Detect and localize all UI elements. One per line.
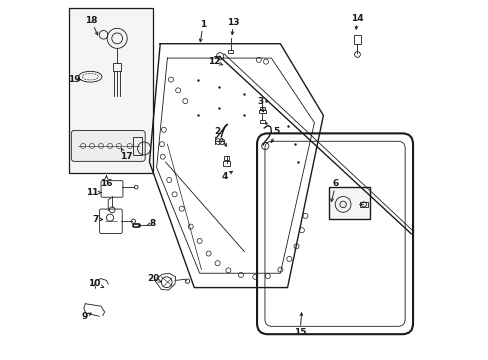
Text: 15: 15 — [293, 313, 305, 337]
Text: 3: 3 — [257, 96, 264, 112]
Text: 12: 12 — [207, 57, 223, 66]
Bar — [133, 137, 142, 155]
Bar — [260, 107, 264, 110]
FancyBboxPatch shape — [71, 131, 145, 161]
Text: 4: 4 — [221, 171, 232, 181]
Text: 17: 17 — [120, 149, 132, 161]
Text: 1: 1 — [199, 19, 206, 42]
Bar — [353, 35, 360, 44]
Text: 2: 2 — [214, 127, 226, 146]
Bar — [260, 120, 264, 123]
Bar — [224, 156, 228, 160]
Text: 8: 8 — [147, 219, 156, 228]
Bar — [359, 202, 367, 207]
Bar — [228, 50, 233, 53]
Text: 6: 6 — [330, 179, 338, 202]
Text: 14: 14 — [350, 14, 363, 29]
Bar — [131, 224, 140, 226]
Bar — [113, 63, 121, 71]
Text: 7: 7 — [92, 215, 102, 224]
Text: 16: 16 — [100, 176, 112, 188]
Text: 13: 13 — [226, 18, 239, 35]
Text: 10: 10 — [87, 279, 103, 288]
Text: 5: 5 — [271, 127, 279, 143]
Bar — [69, 8, 153, 173]
Text: 20: 20 — [146, 274, 162, 283]
Text: 19: 19 — [68, 75, 81, 84]
Text: 11: 11 — [86, 188, 101, 197]
Bar — [328, 187, 369, 220]
Text: 18: 18 — [84, 16, 98, 35]
Bar — [258, 110, 265, 113]
Bar — [223, 161, 230, 166]
Bar — [133, 223, 139, 227]
Text: 9: 9 — [81, 312, 91, 321]
